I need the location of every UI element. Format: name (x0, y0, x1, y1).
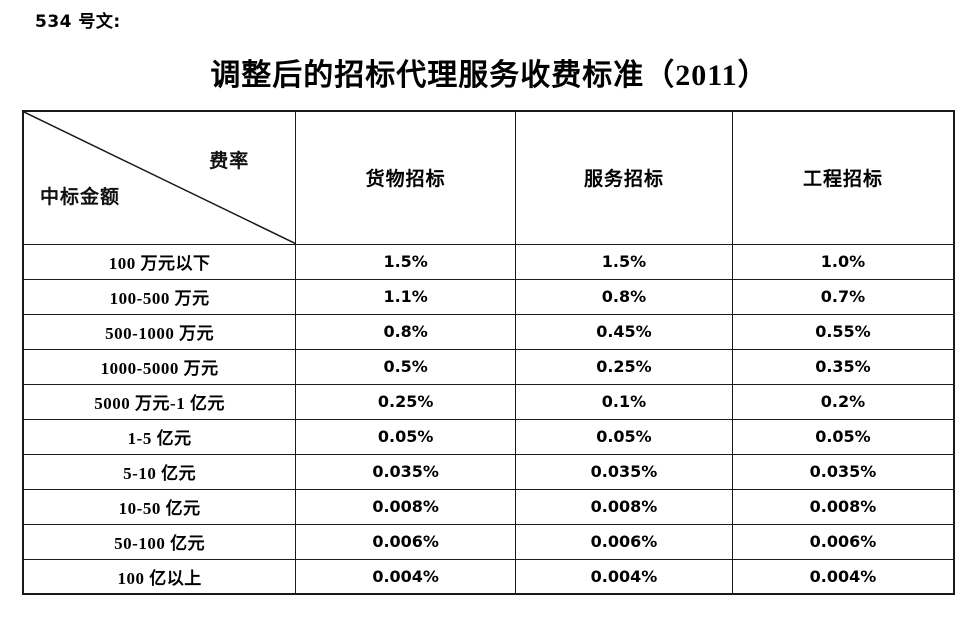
amount-range-label: 10-50 亿元 (22, 488, 297, 525)
rate-value: 0.8% (295, 313, 516, 350)
diagonal-divider-line (24, 112, 295, 244)
rate-value: 1.0% (731, 243, 955, 280)
rate-value: 0.008% (731, 488, 955, 525)
rate-value: 0.035% (514, 453, 733, 490)
table-header-row: 费率 中标金额 货物招标 服务招标 工程招标 (22, 110, 955, 245)
table-row: 50-100 亿元 0.006% 0.006% 0.006% (22, 523, 955, 560)
amount-range-label: 100 万元以下 (22, 243, 297, 280)
rate-value: 0.006% (514, 523, 733, 560)
rate-value: 0.035% (295, 453, 516, 490)
rate-value: 0.45% (514, 313, 733, 350)
rate-value: 1.5% (295, 243, 516, 280)
fee-rate-table: 费率 中标金额 货物招标 服务招标 工程招标 100 万元以下 1.5% 1.5… (22, 110, 955, 595)
rate-value: 0.035% (731, 453, 955, 490)
table-row: 5000 万元-1 亿元 0.25% 0.1% 0.2% (22, 383, 955, 420)
corner-label-amount: 中标金额 (40, 187, 121, 208)
table-row: 10-50 亿元 0.008% 0.008% 0.008% (22, 488, 955, 525)
rate-value: 0.8% (514, 278, 733, 315)
rate-value: 0.008% (295, 488, 516, 525)
amount-range-label: 50-100 亿元 (22, 523, 297, 560)
table-row: 5-10 亿元 0.035% 0.035% 0.035% (22, 453, 955, 490)
table-row: 500-1000 万元 0.8% 0.45% 0.55% (22, 313, 955, 350)
table-row: 100 亿以上 0.004% 0.004% 0.004% (22, 558, 955, 595)
rate-value: 0.004% (731, 558, 955, 595)
rate-value: 1.5% (514, 243, 733, 280)
rate-value: 0.05% (731, 418, 955, 455)
amount-range-label: 500-1000 万元 (22, 313, 297, 350)
amount-range-label: 1-5 亿元 (22, 418, 297, 455)
table-corner-cell: 费率 中标金额 (22, 110, 297, 245)
table-row: 100 万元以下 1.5% 1.5% 1.0% (22, 243, 955, 280)
rate-value: 0.05% (514, 418, 733, 455)
amount-range-label: 5000 万元-1 亿元 (22, 383, 297, 420)
rate-value: 0.008% (514, 488, 733, 525)
table-row: 100-500 万元 1.1% 0.8% 0.7% (22, 278, 955, 315)
amount-range-label: 100-500 万元 (22, 278, 297, 315)
rate-value: 0.25% (295, 383, 516, 420)
amount-range-label: 100 亿以上 (22, 558, 297, 595)
rate-value: 0.2% (731, 383, 955, 420)
rate-value: 0.004% (514, 558, 733, 595)
rate-value: 0.004% (295, 558, 516, 595)
amount-range-label: 1000-5000 万元 (22, 348, 297, 385)
rate-value: 0.25% (514, 348, 733, 385)
rate-value: 0.5% (295, 348, 516, 385)
table-row: 1000-5000 万元 0.5% 0.25% 0.35% (22, 348, 955, 385)
rate-value: 0.1% (514, 383, 733, 420)
rate-value: 1.1% (295, 278, 516, 315)
rate-value: 0.35% (731, 348, 955, 385)
column-header-goods: 货物招标 (295, 110, 516, 245)
rate-value: 0.006% (731, 523, 955, 560)
amount-range-label: 5-10 亿元 (22, 453, 297, 490)
rate-value: 0.7% (731, 278, 955, 315)
corner-label-rate: 费率 (209, 151, 250, 172)
rate-value: 0.006% (295, 523, 516, 560)
rate-value: 0.55% (731, 313, 955, 350)
column-header-services: 服务招标 (514, 110, 733, 245)
rate-value: 0.05% (295, 418, 516, 455)
document-number-label: 534 号文: (35, 12, 121, 32)
table-row: 1-5 亿元 0.05% 0.05% 0.05% (22, 418, 955, 455)
page-title: 调整后的招标代理服务收费标准（2011） (210, 59, 769, 92)
column-header-engineering: 工程招标 (731, 110, 955, 245)
